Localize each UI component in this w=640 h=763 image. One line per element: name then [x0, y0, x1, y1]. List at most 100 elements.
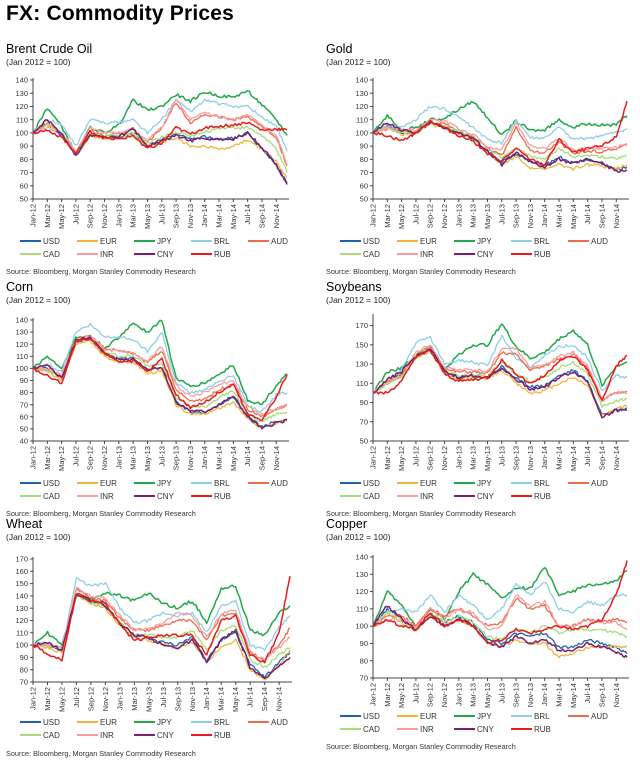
x-tick-label: Sep-13 [512, 683, 521, 707]
y-tick-label: 150 [15, 579, 28, 588]
legend-item-cny: CNY [454, 249, 494, 259]
series-line-brl [32, 577, 291, 652]
legend-item-rub: RUB [191, 249, 231, 259]
x-tick-label: Sep-14 [257, 204, 266, 228]
y-tick-label: 120 [15, 340, 28, 349]
legend-swatch [134, 494, 155, 498]
y-tick-label: 140 [15, 592, 28, 601]
series-line-inr [32, 586, 291, 662]
legend-label: AUD [591, 478, 608, 488]
y-tick-label: 130 [355, 360, 368, 369]
x-tick-label: Sep-14 [597, 683, 606, 707]
x-tick-label: Sep-14 [260, 687, 269, 711]
legend-item-jpy: JPY [454, 236, 492, 246]
chart-subtitle: (Jan 2012 = 100) [326, 532, 391, 542]
x-tick-label: Mar-13 [469, 683, 478, 707]
y-tick-label: 140 [15, 316, 28, 325]
x-tick-label: Mar-13 [129, 204, 138, 228]
x-tick-label: May-13 [483, 204, 492, 229]
legend-item-eur: EUR [397, 478, 437, 488]
x-tick-label: Jan-13 [454, 683, 463, 706]
y-tick-label: 100 [355, 622, 368, 631]
x-tick-label: Mar-12 [43, 687, 52, 711]
legend-item-cad: CAD [340, 491, 380, 501]
legend-label: CNY [157, 491, 174, 501]
x-tick-label: Nov-13 [186, 446, 195, 470]
y-tick-label: 110 [356, 604, 368, 613]
x-tick-label: May-12 [57, 446, 66, 471]
y-tick-label: 120 [355, 587, 368, 596]
legend-item-aud: AUD [568, 236, 608, 246]
y-tick-label: 90 [20, 376, 28, 385]
series-line-rub [32, 576, 291, 664]
legend-item-usd: USD [20, 478, 60, 488]
x-tick-label: Sep-14 [597, 446, 606, 470]
legend-label: USD [43, 717, 60, 727]
x-tick-label: May-12 [397, 446, 406, 471]
x-tick-label: May-13 [483, 446, 492, 471]
series-line-inr [372, 594, 628, 631]
legend-swatch [454, 494, 475, 498]
x-tick-label: Nov-14 [612, 683, 621, 707]
series-line-rub [32, 121, 288, 155]
legend-swatch [454, 252, 475, 256]
x-tick-label: Sep-13 [172, 446, 181, 470]
legend-swatch [511, 252, 532, 256]
page-title: FX: Commodity Prices [6, 2, 235, 25]
legend-swatch [20, 239, 41, 243]
legend-swatch [191, 239, 212, 243]
x-tick-label: Jul-14 [583, 446, 592, 466]
series-line-eur [372, 122, 628, 171]
legend-item-aud: AUD [568, 711, 608, 721]
y-tick-label: 40 [20, 437, 28, 446]
x-tick-label: Mar-12 [43, 446, 52, 470]
legend-label: EUR [100, 478, 117, 488]
x-tick-label: Mar-13 [130, 687, 139, 711]
legend-label: EUR [420, 711, 437, 721]
legend-item-eur: EUR [77, 478, 117, 488]
x-tick-label: Jul-13 [497, 683, 506, 703]
y-tick-label: 90 [20, 653, 28, 662]
x-tick-label: Nov-13 [188, 687, 197, 711]
legend-item-jpy: JPY [134, 478, 172, 488]
y-tick-label: 80 [20, 665, 28, 674]
chart-subtitle: (Jan 2012 = 100) [6, 532, 71, 542]
y-tick-label: 70 [360, 417, 368, 426]
x-tick-label: Sep-13 [172, 204, 181, 228]
legend-label: BRL [214, 717, 230, 727]
legend-swatch [20, 720, 41, 724]
series-line-rub [372, 100, 628, 166]
line-chart: 40 50 60 70 80 90 100 110 120 130 140 Jan-12 Mar-12 M… [15, 316, 289, 471]
legend-label: RUB [214, 249, 231, 259]
legend-item-eur: EUR [397, 236, 437, 246]
x-tick-label: May-12 [57, 687, 66, 712]
source-note: Source: Bloomberg, Morgan Stanley Commod… [6, 509, 196, 518]
y-tick-label: 50 [360, 437, 368, 446]
legend-item-eur: EUR [77, 236, 117, 246]
y-tick-label: 80 [20, 155, 28, 164]
x-tick-label: Nov-14 [612, 204, 621, 228]
x-tick-label: Mar-12 [383, 204, 392, 228]
y-tick-label: 90 [20, 142, 28, 151]
x-tick-label: Jul-12 [72, 687, 81, 707]
x-tick-label: Jan-12 [369, 204, 378, 227]
x-tick-label: May-14 [569, 446, 578, 471]
series-line-cny [372, 605, 628, 658]
x-tick-label: Jul-12 [71, 204, 80, 224]
y-tick-label: 90 [360, 398, 368, 407]
legend-swatch [397, 252, 418, 256]
legend-swatch [340, 714, 361, 718]
legend-swatch [340, 727, 361, 731]
legend-item-inr: INR [397, 249, 434, 259]
source-note: Source: Bloomberg, Morgan Stanley Commod… [326, 742, 516, 751]
legend-swatch [20, 252, 41, 256]
legend-item-brl: BRL [511, 236, 550, 246]
legend-item-usd: USD [20, 717, 60, 727]
line-chart: 70 80 90 100 110 120 130 140 Jan-12 Mar-12 May-12 J… [355, 553, 629, 708]
legend-label: CAD [363, 724, 380, 734]
legend-label: JPY [157, 717, 172, 727]
legend-swatch [454, 727, 475, 731]
y-tick-label: 90 [360, 142, 368, 151]
source-note: Source: Bloomberg, Morgan Stanley Commod… [6, 267, 196, 276]
legend-item-jpy: JPY [454, 711, 492, 721]
